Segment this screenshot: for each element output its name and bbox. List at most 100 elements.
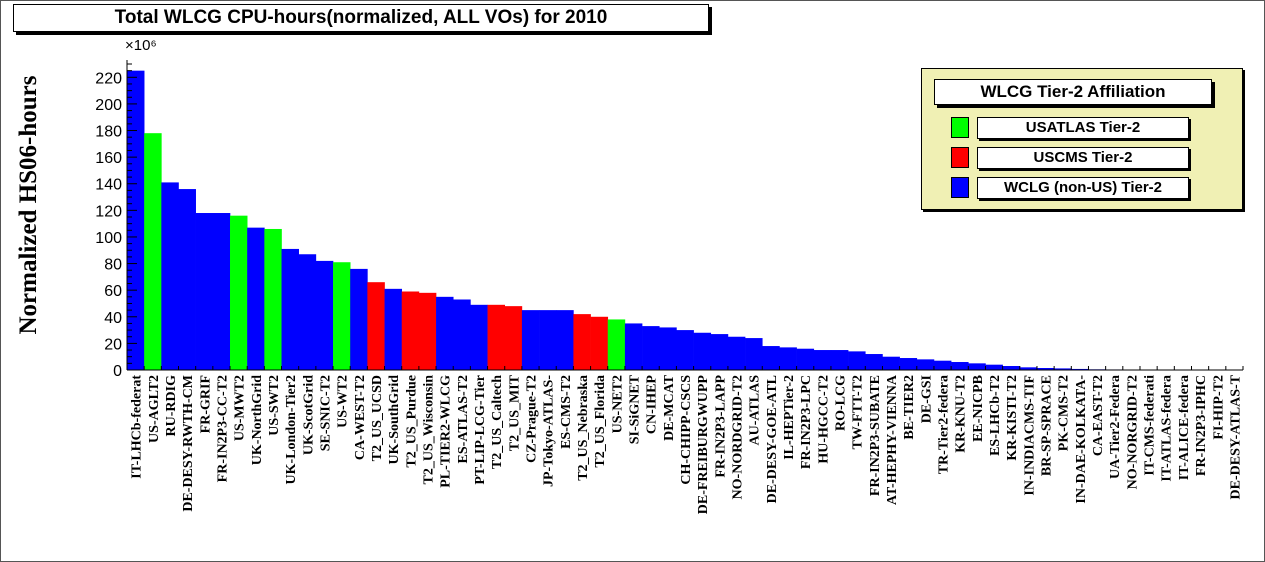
bar-de-mcat bbox=[659, 327, 677, 370]
x-tick-label: PL-TIER2-WLCG bbox=[439, 375, 454, 488]
bar-se-snic-t2 bbox=[315, 260, 334, 370]
x-tick-label: KR-KNU-T2 bbox=[954, 375, 969, 453]
x-tick-label: US-WT2 bbox=[336, 375, 351, 428]
bar-kr-kisti-t2 bbox=[1002, 366, 1021, 370]
x-tick-label: RU-RDIG bbox=[164, 375, 179, 437]
x-tick-label: NO-NORGRID-T2 bbox=[1125, 375, 1140, 489]
x-tick-label: T2_US_MIT bbox=[507, 374, 522, 451]
x-labels-group: IT-LHCb-federat US-AGLT2 RU-RDIG DE-DESY-RW… bbox=[130, 374, 1244, 514]
bar-br-sp-sprace bbox=[1036, 368, 1055, 370]
bar-at-hephy-vienna bbox=[882, 356, 900, 370]
x-tick-label: IL-HEPTier-2 bbox=[782, 375, 797, 460]
x-tick-label: IT-LHCb-federat bbox=[130, 375, 145, 479]
x-tick-label: T2_US_Nebraska bbox=[576, 375, 591, 481]
legend-label-uscms: USCMS Tier-2 bbox=[1033, 149, 1133, 166]
x-tick-label: IN-INDIACMS-TIF bbox=[1022, 375, 1037, 496]
bar-in-indiacms-tif bbox=[1019, 367, 1038, 370]
x-tick-label: CA-EAST-T2 bbox=[1091, 375, 1106, 456]
y-tick-label: 0 bbox=[113, 363, 122, 380]
x-tick-label: NO-NORDGRID-T2 bbox=[731, 375, 746, 499]
bar-uk-london-tier2 bbox=[281, 248, 299, 370]
x-tick-label: ES-ATLAS-T2 bbox=[456, 375, 471, 463]
x-tick-label: IT-ATLAS-federa bbox=[1160, 375, 1175, 482]
bar-es-atlas-t2 bbox=[453, 299, 471, 370]
x-tick-label: UK-NorthGrid bbox=[250, 375, 265, 465]
bar-de-gsi bbox=[916, 359, 935, 370]
bar-ca-west-t2 bbox=[350, 268, 368, 370]
x-tick-label: JP-Tokyo-ATLAS- bbox=[542, 375, 557, 487]
bar-de-desy-rwth-cm bbox=[178, 189, 196, 370]
legend-label-usatlas: USATLAS Tier-2 bbox=[1025, 119, 1141, 136]
x-tick-label: IT-CMS-federati bbox=[1143, 375, 1158, 476]
legend-swatch-wlcg bbox=[951, 177, 969, 198]
x-tick-label: US-MWT2 bbox=[233, 375, 248, 441]
bar-fr-in2p3-lapp bbox=[710, 334, 729, 370]
x-tick-label: T2_US_Caltech bbox=[490, 375, 505, 469]
bars-group bbox=[127, 70, 1244, 371]
bar-fr-in2p3-subate bbox=[865, 354, 883, 370]
y-tick-label: 40 bbox=[104, 310, 122, 327]
bar-us-swt2 bbox=[264, 228, 282, 370]
x-tick-label: DE-GSI bbox=[919, 375, 934, 423]
bar-t2-us-purdue bbox=[401, 291, 420, 370]
legend-entry-uscms: USCMS Tier-2 bbox=[977, 147, 1189, 169]
x-tick-label: FR-IN2P3-IPHC bbox=[1194, 375, 1209, 476]
bar-uk-southgrid bbox=[384, 288, 403, 370]
x-tick-label: PT-LIP-LCG-Tier bbox=[473, 375, 488, 485]
bar-tr-tier2-federa bbox=[933, 360, 952, 370]
bar-si-signet bbox=[624, 323, 643, 370]
x-tick-label: DE-DESY-ATLAS-T bbox=[1228, 374, 1243, 499]
bar-cn-ihep bbox=[642, 326, 660, 370]
bar-jp-tokyo-atlas- bbox=[539, 310, 557, 370]
bar-pk-cms-t2 bbox=[1054, 368, 1072, 370]
x-tick-label: CA-WEST-T2 bbox=[353, 375, 368, 460]
bar-no-nordgrid-t2 bbox=[727, 336, 746, 370]
x-tick-label: IT-ALICE-federa bbox=[1177, 375, 1192, 480]
y-axis-multiplier: ×10⁶ bbox=[125, 37, 157, 54]
legend-swatch-usatlas bbox=[951, 117, 969, 138]
chart-title-box: Total WLCG CPU-hours(normalized, ALL VOs… bbox=[13, 4, 709, 32]
y-ticks-group: 0 20 40 60 80 100 120 140 160 180 200 220 bbox=[95, 63, 137, 380]
bar-us-aglt2 bbox=[144, 133, 162, 370]
y-tick-label: 20 bbox=[104, 336, 122, 353]
legend-swatch-uscms bbox=[951, 147, 969, 168]
bar-t2-us-ucsd bbox=[367, 282, 385, 370]
bar-il-heptier-2 bbox=[779, 347, 797, 370]
x-tick-label: HU-HGCC-T2 bbox=[816, 375, 831, 464]
x-tick-label: UA-Tier2-Federa bbox=[1108, 375, 1123, 479]
x-tick-label: DE-DESY-GOE-ATL bbox=[765, 375, 780, 503]
x-tick-label: UK-SouthGrid bbox=[387, 375, 402, 465]
x-tick-label: BR-SP-SPRACE bbox=[1040, 375, 1055, 476]
x-tick-label: FR-GRIF bbox=[198, 375, 213, 433]
axes-group bbox=[126, 60, 1244, 371]
bar-be-tier2 bbox=[899, 358, 918, 370]
x-tick-label: US-AGLT2 bbox=[147, 375, 162, 443]
x-tick-label: T2_US_Purdue bbox=[404, 375, 419, 468]
x-tick-label: BE-TIER2 bbox=[902, 375, 917, 440]
x-tick-label: UK-ScotGrid bbox=[301, 375, 316, 455]
x-tick-label: FR-IN2P3-CC-T2 bbox=[215, 375, 230, 482]
bar-fr-in2p3-lpc bbox=[796, 348, 815, 370]
bar-uk-scotgrid bbox=[298, 254, 317, 370]
legend-title-box: WLCG Tier-2 Affiliation bbox=[934, 79, 1212, 105]
x-tick-label: FR-IN2P3-LAPP bbox=[713, 375, 728, 478]
bar-pl-tier2-wlcg bbox=[436, 296, 454, 370]
x-tick-label: TR-Tier2-federa bbox=[937, 375, 952, 474]
bar-it-lhcb-federat bbox=[127, 70, 145, 371]
bar-kr-knu-t2 bbox=[951, 362, 969, 370]
chart-title: Total WLCG CPU-hours(normalized, ALL VOs… bbox=[114, 7, 608, 28]
x-tick-label: UK-London-Tier2 bbox=[284, 375, 299, 484]
bar-pt-lip-lcg-tier bbox=[470, 304, 488, 370]
x-tick-label: FI-HIP-T2 bbox=[1211, 375, 1226, 440]
bar-de-desy-goe-atl bbox=[762, 346, 780, 370]
x-tick-label: AU-ATLAS bbox=[748, 375, 763, 446]
bar-tw-ftt-t2 bbox=[848, 351, 866, 370]
legend-label-wlcg: WCLG (non-US) Tier-2 bbox=[1003, 179, 1163, 196]
y-tick-label: 180 bbox=[95, 124, 122, 141]
bar-t2-us-caltech bbox=[487, 304, 506, 370]
bar-ro-lcg bbox=[830, 350, 849, 370]
x-tick-label: FR-IN2P3-LPC bbox=[799, 375, 814, 469]
y-tick-label: 100 bbox=[95, 230, 122, 247]
bar-es-lhcb-t2 bbox=[985, 364, 1003, 370]
x-tick-label: CZ-Prague-T2 bbox=[524, 375, 539, 463]
